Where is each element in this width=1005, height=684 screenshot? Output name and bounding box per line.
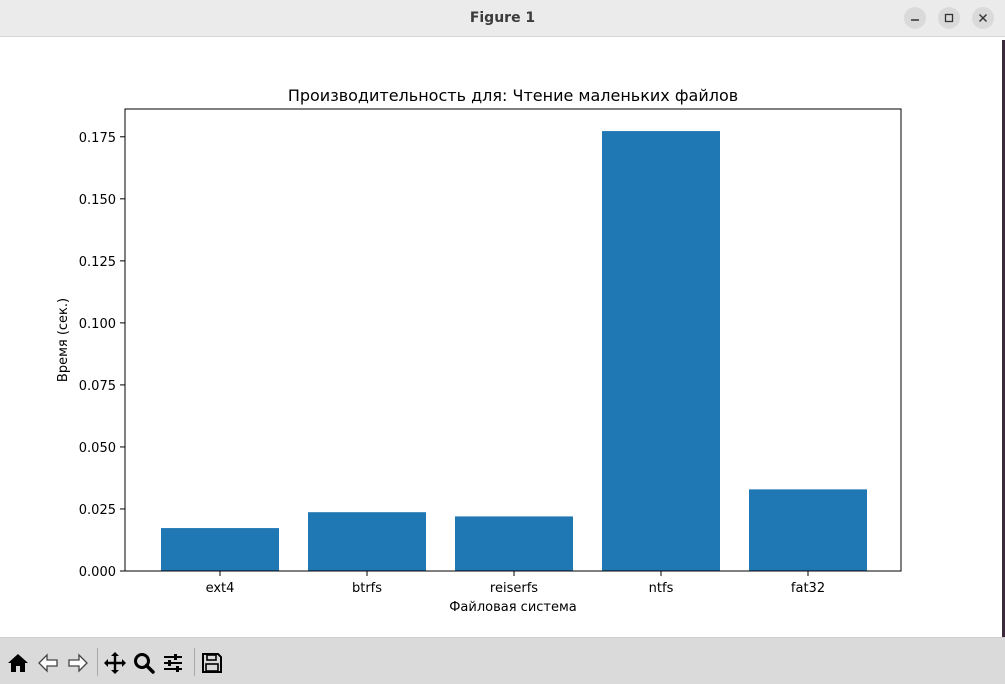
y-tick-label: 0.175	[79, 131, 116, 146]
x-tick-label: reiserfs	[490, 581, 538, 596]
forward-button[interactable]	[65, 650, 91, 676]
y-tick-label: 0.025	[79, 503, 116, 518]
forward-icon	[68, 653, 88, 673]
close-icon	[979, 14, 987, 22]
plot-frame	[124, 108, 902, 572]
y-axis-label: Время (сек.)	[56, 298, 71, 382]
x-tick-label: ext4	[206, 581, 235, 596]
bar-ntfs	[602, 131, 720, 571]
pan-button[interactable]	[102, 650, 128, 676]
y-tick-label: 0.100	[79, 317, 116, 332]
zoom-button[interactable]	[131, 650, 157, 676]
navigation-toolbar	[0, 637, 1005, 684]
minimize-icon	[911, 19, 919, 21]
bar-btrfs	[308, 512, 426, 571]
y-tick-label: 0.150	[79, 193, 116, 208]
maximize-icon	[944, 13, 954, 23]
back-icon	[38, 653, 58, 673]
x-tick-label: ntfs	[649, 581, 674, 596]
toolbar-separator	[194, 648, 195, 676]
pan-icon	[104, 652, 126, 674]
y-tick-label: 0.050	[79, 441, 116, 456]
y-tick-label: 0.000	[79, 565, 116, 580]
bar-fat32	[749, 489, 867, 571]
save-button[interactable]	[199, 650, 225, 676]
background-window-edge-right	[1002, 40, 1005, 637]
y-tick-label: 0.075	[79, 379, 116, 394]
bar-reiserfs	[455, 516, 573, 571]
toolbar-separator	[97, 648, 98, 676]
window-titlebar: Figure 1	[0, 0, 1005, 37]
minimize-button[interactable]	[904, 7, 926, 29]
x-axis-label: Файловая система	[449, 600, 577, 615]
configure-subplots-icon	[164, 654, 182, 672]
close-button[interactable]	[972, 7, 994, 29]
window-title: Figure 1	[469, 10, 536, 26]
x-tick-label: fat32	[791, 581, 825, 596]
back-button[interactable]	[35, 650, 61, 676]
chart-title: Производительность для: Чтение маленьких…	[288, 86, 738, 105]
bar-ext4	[161, 528, 279, 571]
y-tick-label: 0.125	[79, 255, 116, 270]
x-tick-label: btrfs	[352, 581, 382, 596]
figure-canvas[interactable]: Производительность для: Чтение маленьких…	[0, 37, 1005, 637]
configure-subplots-button[interactable]	[160, 650, 186, 676]
save-icon	[202, 653, 222, 673]
home-button[interactable]	[5, 650, 31, 676]
maximize-button[interactable]	[938, 7, 960, 29]
home-icon	[8, 654, 28, 672]
bar-chart: Производительность для: Чтение маленьких…	[56, 86, 902, 615]
zoom-icon	[134, 653, 155, 674]
